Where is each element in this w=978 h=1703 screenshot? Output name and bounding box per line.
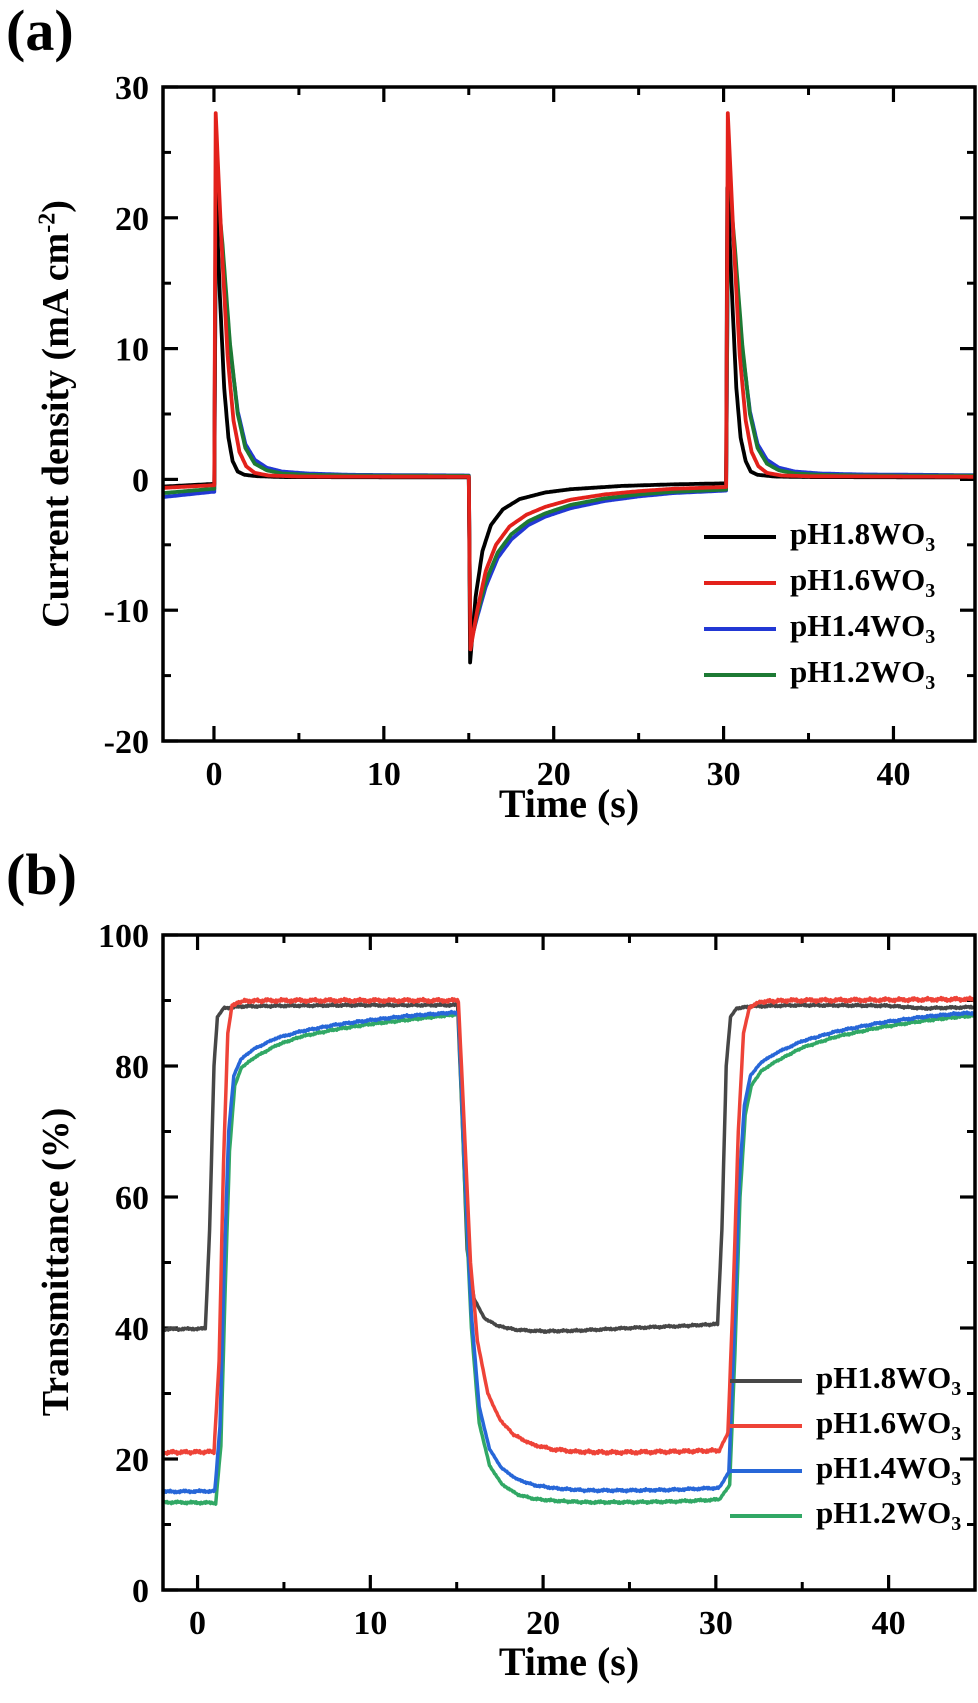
legend-label: pH1.2WO3 xyxy=(816,1494,962,1536)
y-tick-label: 0 xyxy=(132,1573,149,1610)
x-tick-label: 30 xyxy=(699,1605,733,1642)
legend-label: pH1.6WO3 xyxy=(790,562,936,603)
legend-label: pH1.2WO3 xyxy=(790,654,936,695)
x-tick-label: 0 xyxy=(205,756,222,793)
chart-a-current-density: 0 10 20 30 40 30 20 10 0 -10 -20 xyxy=(104,70,977,793)
legend-line-blue xyxy=(730,1468,802,1473)
panel-b-label: (b) xyxy=(6,842,77,907)
x-tick-label: 10 xyxy=(353,1605,387,1642)
legend-line-green xyxy=(704,673,776,677)
y-tick-label: 40 xyxy=(115,1311,149,1348)
legend-label: pH1.4WO3 xyxy=(816,1449,962,1491)
y-tick-label: 10 xyxy=(115,332,149,369)
series-pH1.6WO3 xyxy=(163,111,975,652)
x-tick-label: 0 xyxy=(189,1605,206,1642)
y-tick-label: -20 xyxy=(104,724,149,761)
legend-label: pH1.6WO3 xyxy=(816,1404,962,1446)
y-tick-label: -10 xyxy=(104,593,149,630)
chart-a-y-axis-title: Current density (mA cm-2) xyxy=(34,200,78,628)
series-pH1.2WO3 xyxy=(163,1011,975,1506)
series-pH1.6WO3 xyxy=(163,995,975,1456)
y-tick-label: 100 xyxy=(98,918,149,955)
y-tick-label: 60 xyxy=(115,1180,149,1217)
legend-item: pH1.4WO3 xyxy=(704,606,935,652)
chart-b-legend: pH1.8WO3 pH1.6WO3 pH1.4WO3 pH1.2WO3 xyxy=(730,1358,961,1538)
x-tick-label: 30 xyxy=(707,756,741,793)
legend-item: pH1.6WO3 xyxy=(704,560,935,606)
y-tick-label: 30 xyxy=(115,70,149,107)
y-tick-label: 80 xyxy=(115,1049,149,1086)
plot-frame xyxy=(161,933,977,1592)
legend-item: pH1.2WO3 xyxy=(730,1493,961,1538)
x-tick-label: 40 xyxy=(872,1605,906,1642)
legend-label: pH1.8WO3 xyxy=(790,516,936,557)
legend-label: pH1.8WO3 xyxy=(816,1359,962,1401)
legend-line-red xyxy=(704,581,776,585)
legend-line-green xyxy=(730,1513,802,1518)
x-tick-label: 20 xyxy=(537,756,571,793)
legend-item: pH1.4WO3 xyxy=(730,1448,961,1493)
chart-b-x-axis-title: Time (s) xyxy=(498,1639,640,1684)
plot-frame xyxy=(161,85,977,743)
legend-item: pH1.6WO3 xyxy=(730,1403,961,1448)
legend-label: pH1.4WO3 xyxy=(790,608,936,649)
y-tick-label: 20 xyxy=(115,201,149,238)
legend-line-red xyxy=(730,1423,802,1428)
legend-item: pH1.8WO3 xyxy=(730,1358,961,1403)
legend-item: pH1.2WO3 xyxy=(704,652,935,698)
legend-item: pH1.8WO3 xyxy=(704,514,935,560)
legend-line-gray xyxy=(730,1378,802,1383)
chart-a-y-axis-title-close: ) xyxy=(35,200,77,213)
chart-b-transmittance: 0 10 20 30 40 100 80 60 40 20 0 xyxy=(98,918,977,1642)
chart-a-y-axis-title-text: Current density (mA cm xyxy=(35,232,77,628)
legend-line-black xyxy=(704,535,776,539)
legend-line-blue xyxy=(704,627,776,631)
chart-a-y-axis-title-sup: -2 xyxy=(34,212,61,233)
series-pH1.4WO3 xyxy=(163,1009,975,1495)
x-tick-label: 40 xyxy=(876,756,910,793)
y-tick-label: 20 xyxy=(115,1442,149,1479)
chart-b-y-axis-title: Transmittance (%) xyxy=(35,1107,77,1417)
y-tick-label: 0 xyxy=(132,462,149,499)
panel-a-label: (a) xyxy=(6,0,74,63)
chart-a-legend: pH1.8WO3 pH1.6WO3 pH1.4WO3 pH1.2WO3 xyxy=(704,514,935,698)
x-tick-label: 20 xyxy=(526,1605,560,1642)
x-tick-label: 10 xyxy=(367,756,401,793)
series-pH1.8WO3 xyxy=(163,1002,975,1334)
chart-a-x-axis-title: Time (s) xyxy=(498,781,640,826)
